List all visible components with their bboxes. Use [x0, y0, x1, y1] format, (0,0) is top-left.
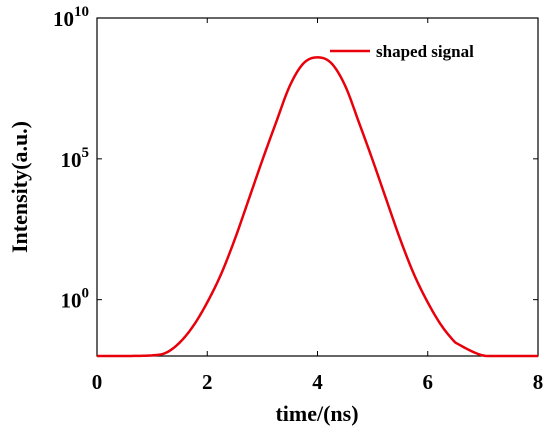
series-line-shaped-signal [97, 56, 538, 358]
x-tick-label: 4 [312, 370, 323, 394]
x-tick-label: 6 [423, 370, 434, 394]
x-axis-label: time/(ns) [275, 401, 358, 426]
y-tick-label: 105 [61, 145, 90, 172]
legend: shaped signal [330, 42, 474, 61]
y-axis-ticks: 100 105 1010 [53, 4, 538, 313]
x-tick-label: 0 [92, 370, 103, 394]
plot-area [96, 17, 539, 357]
x-axis-ticks: 0 2 4 6 8 [92, 18, 544, 394]
x-tick-label: 8 [533, 370, 544, 394]
y-tick-label: 1010 [53, 4, 89, 31]
legend-label: shaped signal [376, 42, 474, 61]
y-axis-label: Intensity(a.u.) [7, 121, 32, 253]
y-tick-label: 100 [61, 286, 90, 313]
x-tick-label: 2 [202, 370, 213, 394]
